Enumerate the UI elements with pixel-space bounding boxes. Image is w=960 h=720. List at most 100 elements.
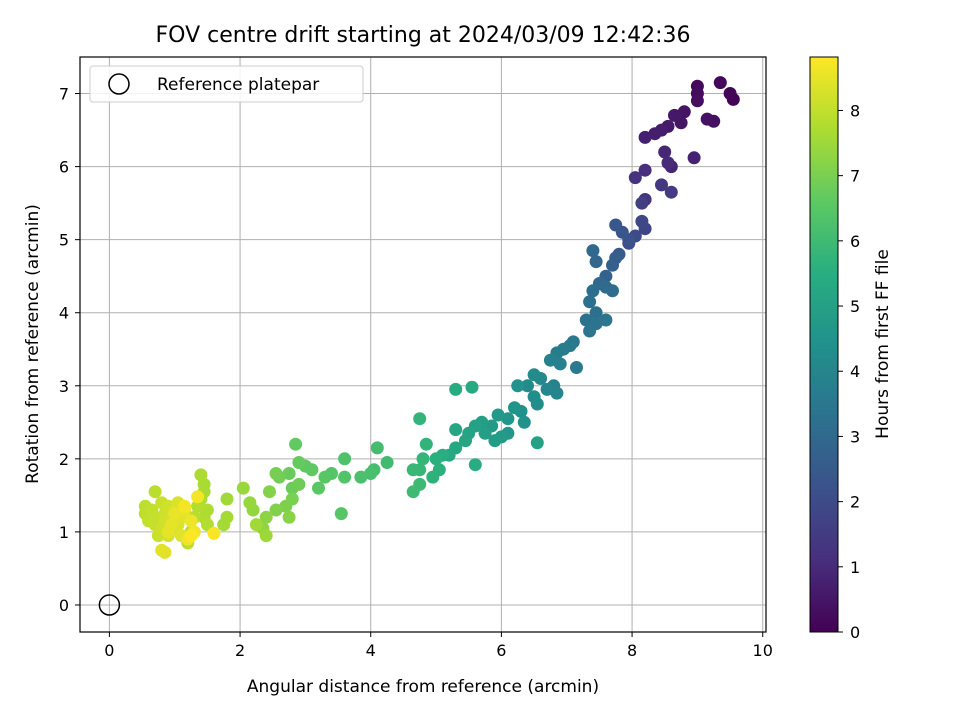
x-tick-label: 4 [366, 641, 376, 660]
data-point [668, 108, 681, 122]
data-point [194, 468, 208, 482]
data-point [220, 510, 234, 524]
data-point [459, 434, 472, 448]
y-tick-label: 5 [59, 231, 69, 250]
data-point [543, 353, 557, 367]
data-point [292, 477, 306, 491]
data-point [259, 529, 273, 543]
colorbar-tick-label: 8 [850, 101, 860, 120]
data-point [184, 514, 198, 528]
colorbar-tick-label: 5 [850, 297, 860, 316]
data-point [635, 214, 649, 228]
data-point [249, 518, 263, 532]
y-axis: 0 1 2 3 4 5 6 7 [59, 85, 80, 615]
x-tick-label: 2 [235, 641, 245, 660]
data-point [282, 510, 296, 524]
data-point [220, 492, 234, 506]
y-tick-label: 7 [59, 85, 69, 104]
colorbar-gradient [809, 56, 839, 633]
data-point [312, 481, 325, 495]
data-point [184, 529, 198, 543]
data-point [658, 145, 672, 159]
data-point [364, 467, 378, 480]
x-tick-label: 8 [627, 641, 637, 660]
data-point [589, 255, 603, 269]
data-point [550, 386, 564, 400]
data-point [527, 368, 541, 382]
data-point [449, 423, 463, 437]
data-point [609, 218, 623, 232]
data-point [589, 306, 603, 320]
data-point [530, 436, 544, 450]
colorbar-tick-label: 4 [850, 362, 860, 381]
y-tick-label: 0 [59, 596, 69, 615]
colorbar-tick-label: 1 [850, 558, 860, 577]
data-point [517, 415, 531, 429]
data-point [259, 510, 273, 524]
x-tick-label: 6 [496, 641, 506, 660]
data-point [491, 408, 505, 422]
data-point [354, 470, 368, 484]
legend-open-circle-marker [108, 73, 130, 95]
data-point [527, 390, 541, 404]
colorbar: 0 1 2 3 4 5 6 7 8 Hours from first FF file [809, 56, 893, 642]
data-point [207, 526, 221, 540]
reference-marker-group [98, 594, 121, 616]
data-point [638, 130, 652, 144]
x-tick-label: 10 [753, 641, 773, 660]
data-point [648, 127, 662, 141]
data-point [165, 518, 178, 532]
data-point [269, 503, 283, 517]
data-point [664, 185, 678, 199]
data-point [553, 357, 567, 371]
colorbar-tick-label: 6 [850, 232, 860, 251]
data-point [465, 380, 479, 394]
colorbar-tick-label: 7 [850, 167, 860, 186]
colorbar-tick-label: 2 [850, 493, 860, 512]
data-point [606, 284, 619, 298]
colorbar-tick-label: 0 [850, 623, 860, 642]
y-tick-label: 6 [59, 158, 69, 177]
data-point [635, 196, 649, 210]
data-point [661, 156, 675, 170]
data-point [700, 112, 714, 126]
y-tick-label: 2 [59, 450, 69, 469]
data-point [677, 105, 691, 119]
y-tick-label: 3 [59, 377, 69, 396]
plot-frame [79, 56, 767, 633]
legend-box [89, 65, 364, 103]
data-point [269, 467, 283, 480]
x-axis-label: Angular distance from reference (arcmin) [247, 677, 599, 697]
data-point [606, 258, 619, 272]
data-point [236, 481, 250, 495]
data-point [148, 485, 162, 499]
data-point [263, 485, 276, 499]
data-point [508, 401, 521, 415]
y-tick-label: 1 [59, 523, 69, 542]
data-point [158, 545, 172, 559]
data-point [488, 434, 502, 448]
data-point [279, 499, 293, 513]
data-point [687, 151, 701, 165]
data-point [540, 382, 554, 396]
data-point [406, 485, 420, 499]
data-point [338, 470, 352, 484]
data-point [690, 94, 704, 108]
data-point [370, 441, 384, 455]
data-points [138, 76, 740, 559]
data-point [583, 295, 597, 309]
data-point [449, 382, 463, 396]
data-point [638, 163, 652, 177]
data-point [282, 467, 296, 480]
data-point [628, 171, 642, 185]
data-point [406, 463, 420, 477]
data-point [723, 87, 737, 100]
data-point [583, 324, 597, 338]
grid-lines [80, 57, 766, 632]
data-point [468, 458, 482, 472]
data-point [178, 499, 191, 513]
legend-label: Reference platepar [157, 75, 319, 95]
data-point [413, 412, 427, 426]
data-point [191, 490, 205, 504]
